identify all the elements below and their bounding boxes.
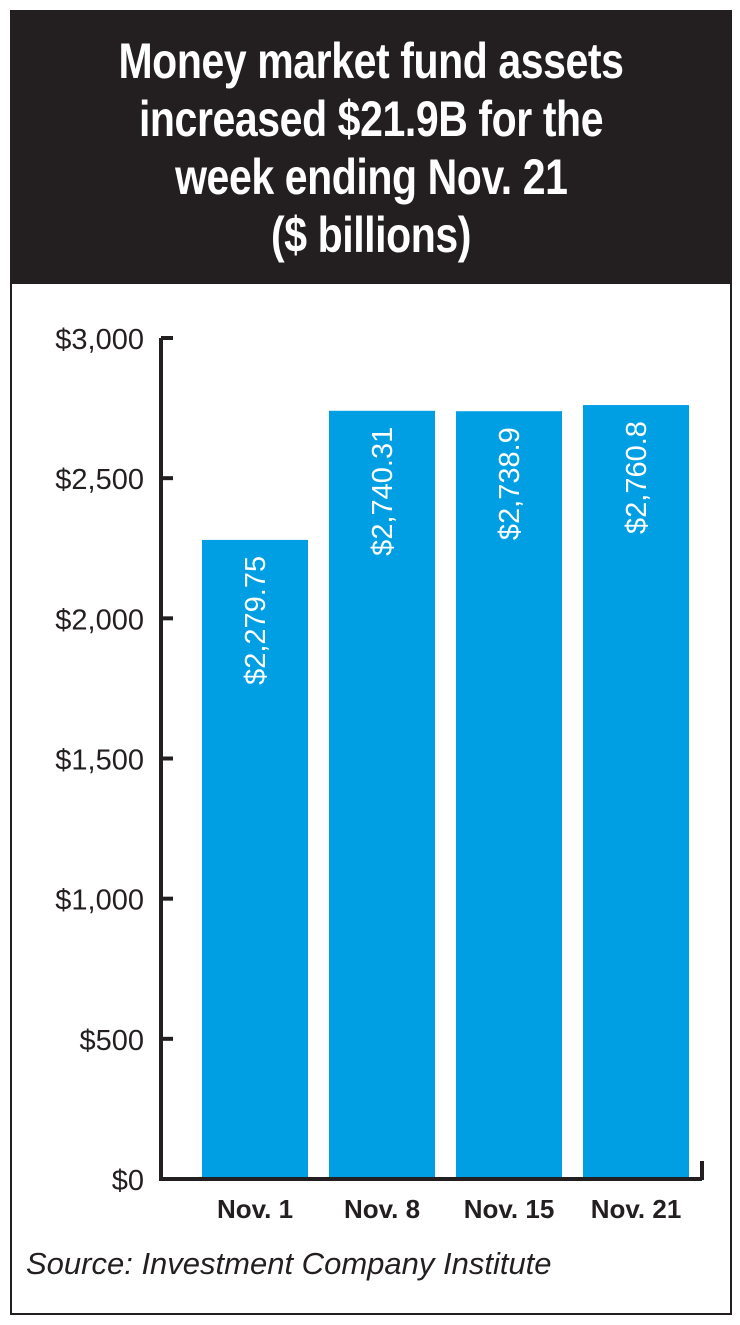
x-tick-label-2: Nov. 8	[344, 1194, 420, 1224]
y-tick-label-3: $1,000	[55, 885, 144, 917]
title-line-3: week ending Nov. 21	[174, 149, 568, 205]
y-tick-label-2: $500	[79, 1025, 144, 1057]
y-tick-label-6: $2,500	[55, 464, 144, 496]
source-note: Source: Investment Company Institute	[26, 1246, 552, 1281]
title-line-1: Money market fund assets	[118, 33, 624, 89]
bar-value-label-1: $2,279.75	[240, 556, 272, 685]
bar-2	[329, 410, 435, 1179]
bar-value-label-3: $2,738.9	[494, 427, 526, 540]
x-tick-label-3: Nov. 15	[464, 1194, 555, 1224]
y-tick-label-5: $2,000	[55, 604, 144, 636]
title-line-4: ($ billions)	[270, 207, 472, 263]
x-tick-label-4: Nov. 21	[591, 1194, 682, 1224]
bar-3	[456, 411, 562, 1179]
bar-4	[583, 405, 689, 1179]
y-tick-label-7: $3,000	[55, 324, 144, 356]
title-line-2: increased $21.9B for the	[138, 91, 604, 147]
chart-title: Money market fund assets increased $21.9…	[12, 12, 730, 284]
y-tick-label-1: $0	[112, 1165, 144, 1197]
bar-value-label-4: $2,760.8	[621, 421, 653, 534]
x-tick-label-1: Nov. 1	[217, 1194, 293, 1224]
bar-value-label-2: $2,740.31	[367, 427, 399, 556]
y-tick-label-4: $1,500	[55, 745, 144, 777]
bar-1	[202, 539, 308, 1179]
